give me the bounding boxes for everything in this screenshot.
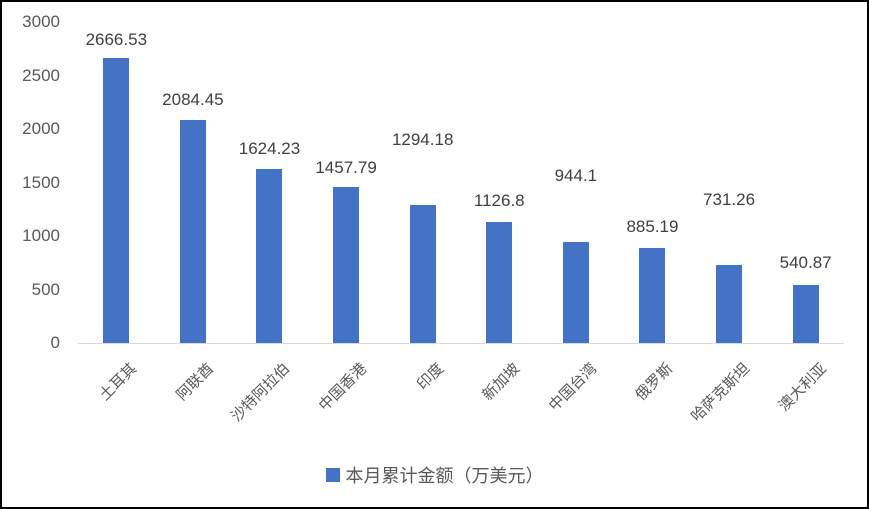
x-axis-category-label: 哈萨克斯坦: [688, 360, 754, 426]
x-axis-category-label: 中国香港: [315, 360, 371, 415]
bar-value-label: 1294.18: [391, 129, 454, 149]
legend-label: 本月累计金额（万美元）: [345, 466, 544, 486]
bar-value-label: 885.19: [626, 216, 679, 236]
bar-value-label: 944.1: [554, 166, 598, 186]
bar-slot: 885.19 俄罗斯: [614, 22, 691, 404]
bar-value-label: 1457.79: [315, 158, 377, 178]
x-axis-category-label: 中国台湾: [545, 360, 601, 415]
bar-value-label: 2666.53: [85, 30, 148, 50]
bar-4: [333, 187, 360, 343]
bar-value-label: 1126.8: [473, 190, 525, 210]
bar-slot: 1294.18 印度: [384, 22, 461, 393]
y-axis-tick-label: 2000: [22, 119, 60, 138]
bar-slot: 540.87 澳大利亚: [767, 22, 844, 415]
bar-9: [716, 264, 743, 343]
x-axis-line: [78, 343, 844, 344]
y-axis-tick-label: 1000: [22, 226, 60, 245]
x-axis-category-label: 印度: [413, 360, 447, 394]
bar-7: [562, 242, 589, 343]
y-axis-tick-label: 500: [31, 279, 60, 299]
x-axis-category-label: 新加坡: [479, 360, 524, 404]
bar-slot: 1457.79 中国香港: [308, 22, 385, 414]
bar-value-label: 540.87: [779, 252, 832, 272]
bar-3: [256, 169, 283, 343]
y-axis-tick-label: 3000: [22, 12, 60, 31]
legend: 本月累计金额（万美元）: [2, 462, 867, 488]
y-axis-tick-label: 0: [50, 333, 60, 352]
y-axis-tick-label: 1500: [22, 172, 60, 192]
bar-slot: 944.1 中国台湾: [538, 22, 615, 414]
legend-swatch-icon: [325, 468, 340, 482]
bar-value-label: 2084.45: [162, 90, 224, 110]
bar-slot: 1126.8 新加坡: [461, 22, 538, 404]
x-axis-category-label: 澳大利亚: [775, 360, 830, 415]
x-axis-category-label: 沙特阿拉伯: [228, 360, 294, 426]
bar-2: [179, 120, 206, 343]
bar-8: [639, 248, 666, 343]
x-axis-category-label: 土耳其: [96, 360, 141, 404]
bars-container: 2666.53 土耳其 2084.45 阿联酋 1624.23 沙特阿拉伯 1457.79 中…: [78, 22, 844, 426]
bar-1: [103, 57, 130, 343]
bar-value-label: 731.26: [703, 190, 756, 210]
bar-5: [409, 204, 436, 343]
x-axis-category-label: 俄罗斯: [632, 360, 677, 404]
bar-6: [486, 222, 513, 343]
bar-slot: 2666.53 土耳其: [78, 22, 155, 404]
bar-10: [792, 285, 819, 343]
bar-slot: 2084.45 阿联酋: [155, 22, 232, 404]
y-axis-tick-label: 2500: [22, 65, 60, 85]
bar-slot: 1624.23 沙特阿拉伯: [229, 22, 308, 426]
bar-slot: 731.26 哈萨克斯坦: [688, 22, 768, 425]
x-axis-category-label: 阿联酋: [173, 360, 218, 404]
y-axis-labels: 0 500 1000 1500 2000 2500 3000: [2, 2, 60, 402]
bar-value-label: 1624.23: [238, 138, 301, 158]
